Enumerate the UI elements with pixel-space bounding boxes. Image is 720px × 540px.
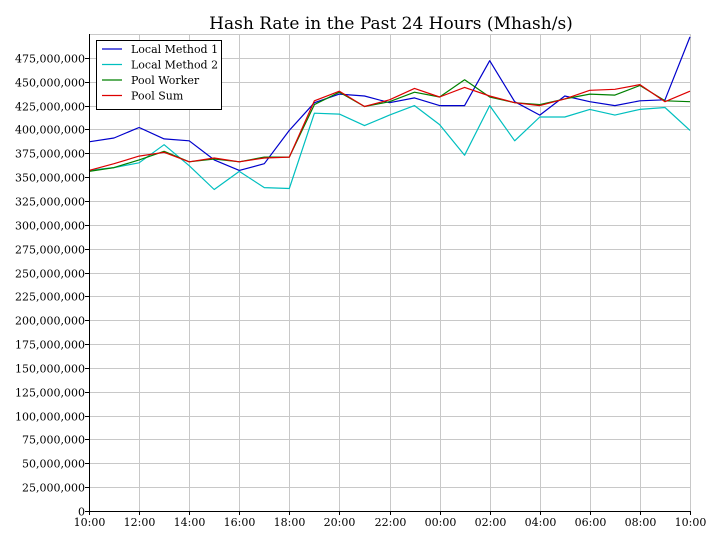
y-tick-label: 75,000,000 xyxy=(22,434,85,447)
y-tick-label: 400,000,000 xyxy=(15,124,85,137)
x-tick-label: 10:00 xyxy=(74,516,106,529)
y-tick-label: 325,000,000 xyxy=(15,196,85,209)
y-tick-label: 275,000,000 xyxy=(15,244,85,257)
y-tick-label: 225,000,000 xyxy=(15,291,85,304)
y-tick-label: 150,000,000 xyxy=(15,363,85,376)
legend-label-local-method-2: Local Method 2 xyxy=(131,59,218,72)
y-tick-label: 475,000,000 xyxy=(15,53,85,66)
x-tick-label: 04:00 xyxy=(525,516,557,529)
tick-layer: 0 25,000,000 50,000,000 75,000,000 100,000,0… xyxy=(15,53,706,530)
series-line-pool-sum xyxy=(88,83,691,171)
x-tick-label: 00:00 xyxy=(425,516,457,529)
y-tick-label: 375,000,000 xyxy=(15,148,85,161)
legend-label-pool-sum: Pool Sum xyxy=(131,90,184,103)
y-tick-label: 200,000,000 xyxy=(15,315,85,328)
x-tick-label: 06:00 xyxy=(575,516,607,529)
y-tick-label: 0 xyxy=(78,506,85,519)
y-tick-label: 50,000,000 xyxy=(22,458,85,471)
y-tick-label: 450,000,000 xyxy=(15,77,85,90)
legend-label-pool-worker: Pool Worker xyxy=(131,74,200,87)
x-tick-label: 10:00 xyxy=(675,516,707,529)
series-layer xyxy=(88,36,691,191)
legend-box xyxy=(96,40,222,110)
x-tick-label: 02:00 xyxy=(475,516,507,529)
x-tick-label: 12:00 xyxy=(124,516,156,529)
x-tick-label: 08:00 xyxy=(625,516,657,529)
chart-title: Hash Rate in the Past 24 Hours (Mhash/s) xyxy=(209,14,573,34)
x-tick-label: 18:00 xyxy=(274,516,306,529)
series-line-local-method-1 xyxy=(88,36,691,171)
x-tick-label: 16:00 xyxy=(224,516,256,529)
x-tick-label: 14:00 xyxy=(174,516,206,529)
y-tick-label: 175,000,000 xyxy=(15,339,85,352)
legend: Local Method 1 Local Method 2 Pool Worker P… xyxy=(96,40,222,110)
axis-layer xyxy=(85,34,691,515)
series-line-local-method-2 xyxy=(88,104,691,191)
y-tick-label: 100,000,000 xyxy=(15,411,85,424)
y-tick-label: 25,000,000 xyxy=(22,482,85,495)
x-tick-label: 20:00 xyxy=(324,516,356,529)
y-tick-label: 300,000,000 xyxy=(15,220,85,233)
y-tick-label: 125,000,000 xyxy=(15,387,85,400)
y-tick-label: 250,000,000 xyxy=(15,268,85,281)
y-tick-label: 425,000,000 xyxy=(15,101,85,114)
y-tick-label: 350,000,000 xyxy=(15,172,85,185)
x-tick-label: 22:00 xyxy=(375,516,407,529)
grid-layer xyxy=(89,34,691,511)
legend-label-local-method-1: Local Method 1 xyxy=(131,43,218,56)
